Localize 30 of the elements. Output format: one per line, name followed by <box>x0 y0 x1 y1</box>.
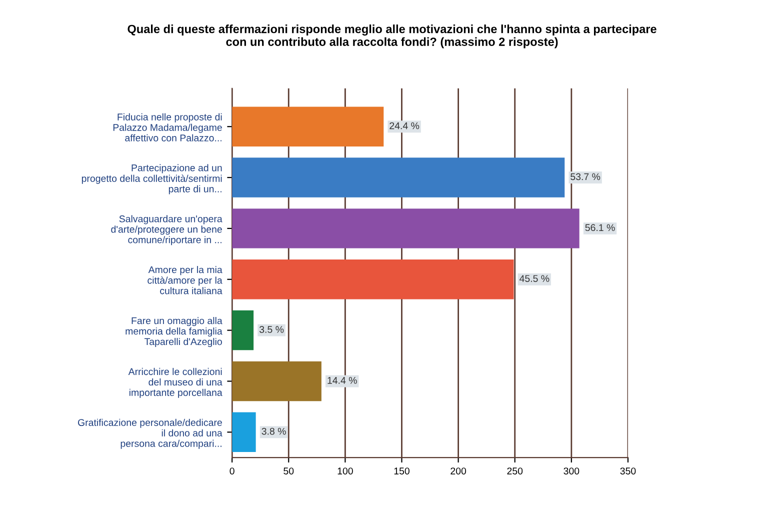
bar <box>232 158 565 198</box>
annotation: 24.4 % <box>390 122 420 130</box>
bar <box>232 361 322 402</box>
x-tick-label: 300 <box>564 468 580 474</box>
y-tick-label: Fare un omaggio alla memoria della famiglia Taparelli d'Azeglio <box>126 317 222 348</box>
chart-title: Quale di queste affermazioni risponde meglio alle motivazioni che l'hanno spinta a partecipare con un contributo alla raccolta fondi? (massimo 2 risposte) <box>128 24 656 48</box>
annotation: 53.7 % <box>570 173 600 180</box>
annotation: 3.8 % <box>262 428 286 435</box>
bar <box>232 106 384 146</box>
x-tick-label: 0 <box>230 468 234 474</box>
annotation: 56.1 % <box>585 224 615 232</box>
annotation: 3.5 % <box>259 326 284 333</box>
bar <box>232 310 254 350</box>
bar <box>232 260 514 300</box>
bar <box>232 412 256 452</box>
y-tick-label: Arricchire le collezioni del museo di una importante porcellana <box>128 368 222 398</box>
bar <box>232 208 580 248</box>
annotation: 45.5 % <box>520 275 550 282</box>
x-tick-label: 50 <box>284 468 294 474</box>
y-tick-label: Partecipazione ad un progetto della collettività/sentirmi parte di un... <box>82 164 222 194</box>
y-tick-label: Gratificazione personale/dedicare il dono ad una persona cara/compari... <box>78 418 222 449</box>
x-tick-label: 350 <box>620 468 636 474</box>
x-tick-label: 100 <box>338 468 353 474</box>
annotation: 14.4 % <box>328 376 357 384</box>
x-tick-label: 250 <box>507 468 523 474</box>
y-tick-label: Amore per la mia città/amore per la cultura italiana <box>148 266 222 294</box>
x-tick-label: 150 <box>394 468 410 474</box>
x-tick-label: 200 <box>450 468 466 474</box>
y-tick-label: Fiducia nelle proposte di Palazzo Madama/legame affettivo con Palazzo... <box>113 113 222 142</box>
y-tick-label: Salvaguardare un'opera d'arte/proteggere un bene comune/riportare in ... <box>111 215 222 246</box>
